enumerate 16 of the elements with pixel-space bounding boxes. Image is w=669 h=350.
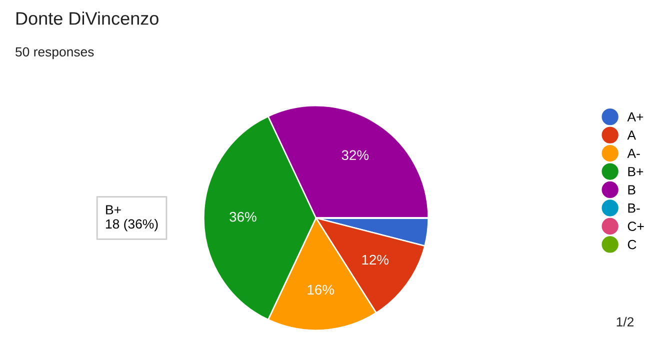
- text: 50 responses: [16, 47, 94, 60]
- data-label: 36%: [230, 212, 256, 222]
- chart-title: Donte DiVincenzo: [16, 12, 158, 25]
- data-label: 32%: [342, 150, 369, 160]
- text: 1/2: [616, 316, 634, 327]
- legend-label: B: [628, 185, 636, 194]
- legend-label: B+: [628, 167, 644, 176]
- legend-label: C+: [628, 222, 644, 231]
- legend-label: B-: [628, 204, 640, 213]
- data-label: 16%: [308, 284, 334, 295]
- data-label: 12%: [362, 254, 388, 265]
- text: B+ 18 (36%): [106, 205, 158, 232]
- legend-label: A: [627, 130, 636, 140]
- legend-label: C: [628, 240, 636, 250]
- legend-label: A+: [627, 112, 644, 122]
- legend-label: A-: [627, 148, 640, 158]
